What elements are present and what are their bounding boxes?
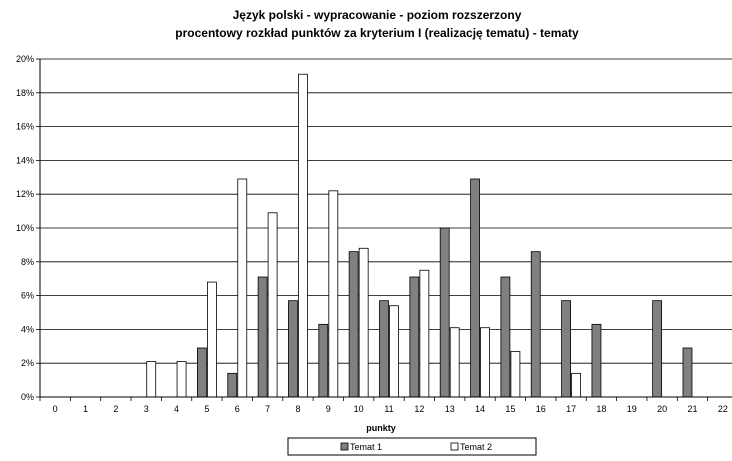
bar-temat-2-9 xyxy=(328,190,339,398)
bar-temat-2-12 xyxy=(419,269,430,398)
y-tick-label: 12% xyxy=(16,189,34,199)
bar-temat-2-3 xyxy=(146,361,157,398)
x-tick-label: 6 xyxy=(235,404,240,414)
legend-swatch-temat-1 xyxy=(340,442,349,451)
legend-label-temat-1: Temat 1 xyxy=(350,442,382,452)
y-tick-label: 14% xyxy=(16,155,34,165)
tick-labels: 0%2%4%6%8%10%12%14%16%18%20%0 1 2 3 4 5 6 7 8 9 10… xyxy=(16,54,728,414)
x-tick-label: 21 xyxy=(687,404,697,414)
legend-label-temat-2: Temat 2 xyxy=(460,442,492,452)
x-tick-label: 12 xyxy=(414,404,424,414)
y-tick-label: 2% xyxy=(21,358,34,368)
bar-temat-2-8 xyxy=(298,73,308,398)
bar-temat-1-14 xyxy=(470,178,480,398)
x-tick-label: 8 xyxy=(295,404,300,414)
bar-temat-1-6 xyxy=(227,372,238,398)
x-tick-label: 1 xyxy=(83,404,88,414)
y-tick-label: 18% xyxy=(16,88,34,98)
x-tick-label: 18 xyxy=(596,404,606,414)
bar-temat-2-17 xyxy=(571,372,581,398)
legend: Temat 1 Temat 2 xyxy=(287,437,537,456)
x-tick-label: 9 xyxy=(326,404,331,414)
x-tick-label: 19 xyxy=(627,404,637,414)
x-tick-label: 17 xyxy=(566,404,576,414)
legend-swatch-temat-2 xyxy=(450,442,459,451)
x-axis-label: punkty xyxy=(366,423,396,433)
bar-temat-1-15 xyxy=(500,276,511,398)
bar-temat-1-9 xyxy=(318,323,329,398)
x-tick-label: 3 xyxy=(144,404,149,414)
x-tick-label: 16 xyxy=(536,404,546,414)
x-tick-label: 10 xyxy=(354,404,364,414)
bar-temat-2-7 xyxy=(267,212,278,398)
y-tick-label: 10% xyxy=(16,223,34,233)
x-tick-label: 15 xyxy=(505,404,515,414)
bar-temat-1-10 xyxy=(348,251,359,398)
bar-temat-1-17 xyxy=(561,300,571,398)
bar-temat-1-21 xyxy=(682,347,693,398)
legend-box xyxy=(287,437,537,456)
x-tick-label: 20 xyxy=(657,404,667,414)
bar-temat-1-13 xyxy=(439,227,450,398)
bar-temat-1-11 xyxy=(379,300,389,398)
bar-temat-1-16 xyxy=(530,251,541,398)
bar-temat-2-15 xyxy=(510,350,521,398)
bar-temat-2-10 xyxy=(358,247,369,398)
x-tick-label: 0 xyxy=(53,404,58,414)
bar-temat-2-5 xyxy=(207,281,217,398)
bar-temat-1-12 xyxy=(409,276,420,398)
bar-temat-1-7 xyxy=(257,276,268,398)
x-tick-label: 11 xyxy=(384,404,393,414)
bar-temat-2-14 xyxy=(480,327,490,398)
x-tick-label: 7 xyxy=(265,404,270,414)
bar-temat-2-4 xyxy=(176,361,187,398)
y-tick-label: 8% xyxy=(21,257,34,267)
chart-subtitle: procentowy rozkład punktów za kryterium … xyxy=(175,26,579,40)
bar-temat-2-11 xyxy=(389,305,399,398)
bar-temat-2-13 xyxy=(449,327,460,398)
x-tick-label: 5 xyxy=(204,404,209,414)
chart-title: Język polski - wypracowanie - poziom roz… xyxy=(233,8,522,22)
y-tick-label: 0% xyxy=(21,392,34,402)
bar-temat-1-5 xyxy=(197,347,207,398)
axes xyxy=(36,58,732,401)
x-tick-label: 14 xyxy=(475,404,485,414)
x-tick-label: 13 xyxy=(445,404,455,414)
y-tick-label: 4% xyxy=(21,324,34,334)
bar-temat-2-6 xyxy=(237,178,248,398)
bar-temat-1-20 xyxy=(652,300,663,398)
y-tick-label: 6% xyxy=(21,291,34,301)
x-tick-label: 2 xyxy=(113,404,118,414)
y-tick-label: 20% xyxy=(16,54,34,64)
bar-temat-1-18 xyxy=(591,323,602,398)
y-tick-label: 16% xyxy=(16,122,34,132)
gridlines xyxy=(40,58,732,364)
bars xyxy=(146,73,693,398)
x-tick-label: 4 xyxy=(174,404,179,414)
x-tick-label: 22 xyxy=(718,404,728,414)
bar-temat-1-8 xyxy=(288,300,298,398)
